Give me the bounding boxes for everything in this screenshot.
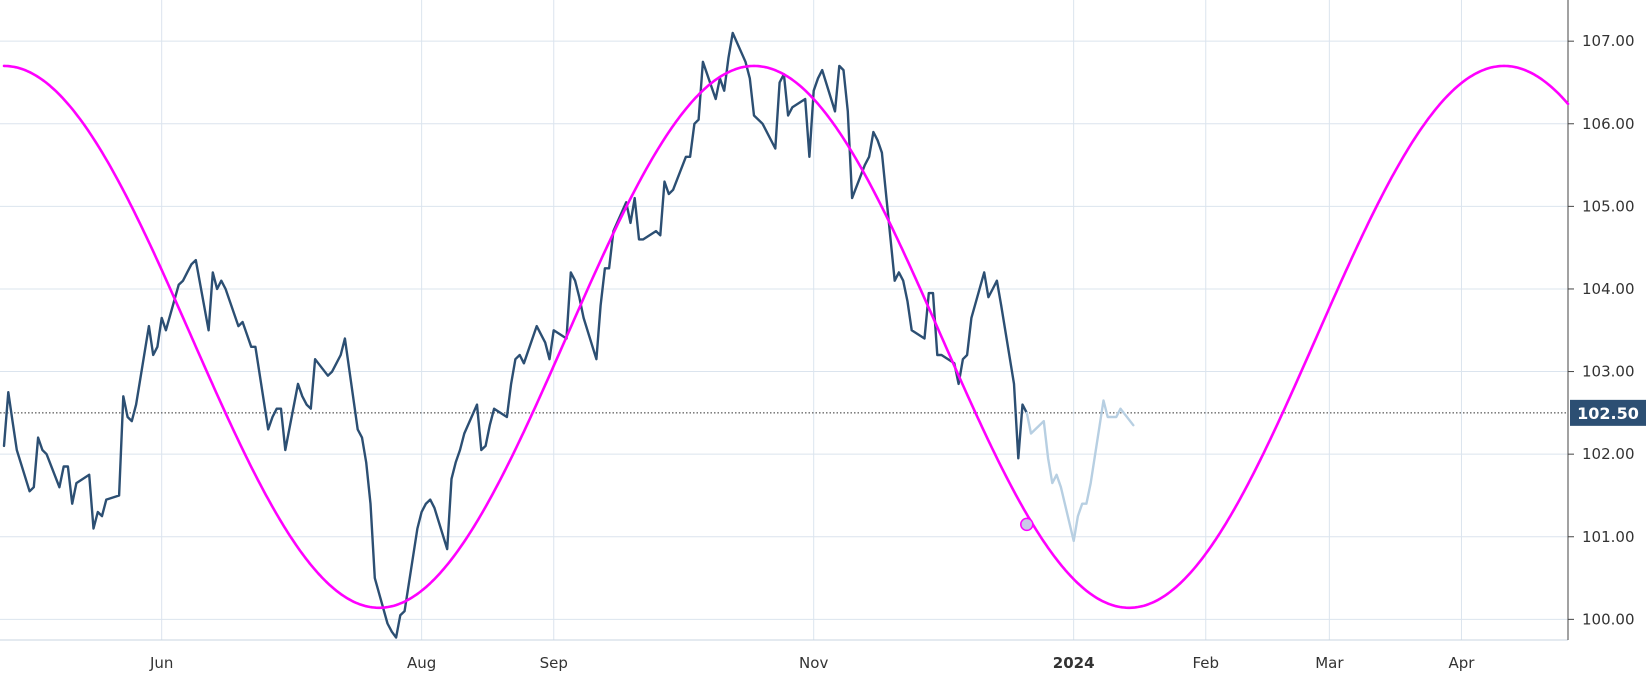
y-tick-label: 100.00 [1582, 610, 1635, 628]
x-tick-label: Aug [407, 654, 436, 672]
x-tick-label: Nov [799, 654, 828, 672]
x-tick-label: 2024 [1053, 654, 1095, 672]
y-tick-label: 103.00 [1582, 363, 1635, 381]
x-tick-label: Feb [1192, 654, 1219, 672]
x-tick-label: Mar [1315, 654, 1344, 672]
series-cycle-line [2, 64, 1570, 610]
x-tick-label: Apr [1448, 654, 1475, 672]
cycle-marker [1020, 517, 1034, 532]
y-tick-label: 104.00 [1582, 280, 1635, 298]
y-tick-label: 105.00 [1582, 197, 1635, 215]
x-tick-label: Jun [149, 654, 173, 672]
axes [0, 0, 1646, 641]
current-value-label: 102.50 [1577, 404, 1639, 423]
x-tick-label: Sep [540, 654, 568, 672]
y-tick-label: 102.00 [1582, 445, 1635, 463]
tick-labels: 100.00 101.00 102.00 103.00 104.00 105.00 106.… [149, 32, 1639, 672]
series-projection-line [1025, 399, 1135, 543]
y-tick-label: 101.00 [1582, 528, 1635, 546]
series-layer [2, 31, 1570, 639]
y-tick-label: 106.00 [1582, 115, 1635, 133]
current-value-badge [1570, 399, 1646, 426]
y-tick-label: 107.00 [1582, 32, 1635, 50]
